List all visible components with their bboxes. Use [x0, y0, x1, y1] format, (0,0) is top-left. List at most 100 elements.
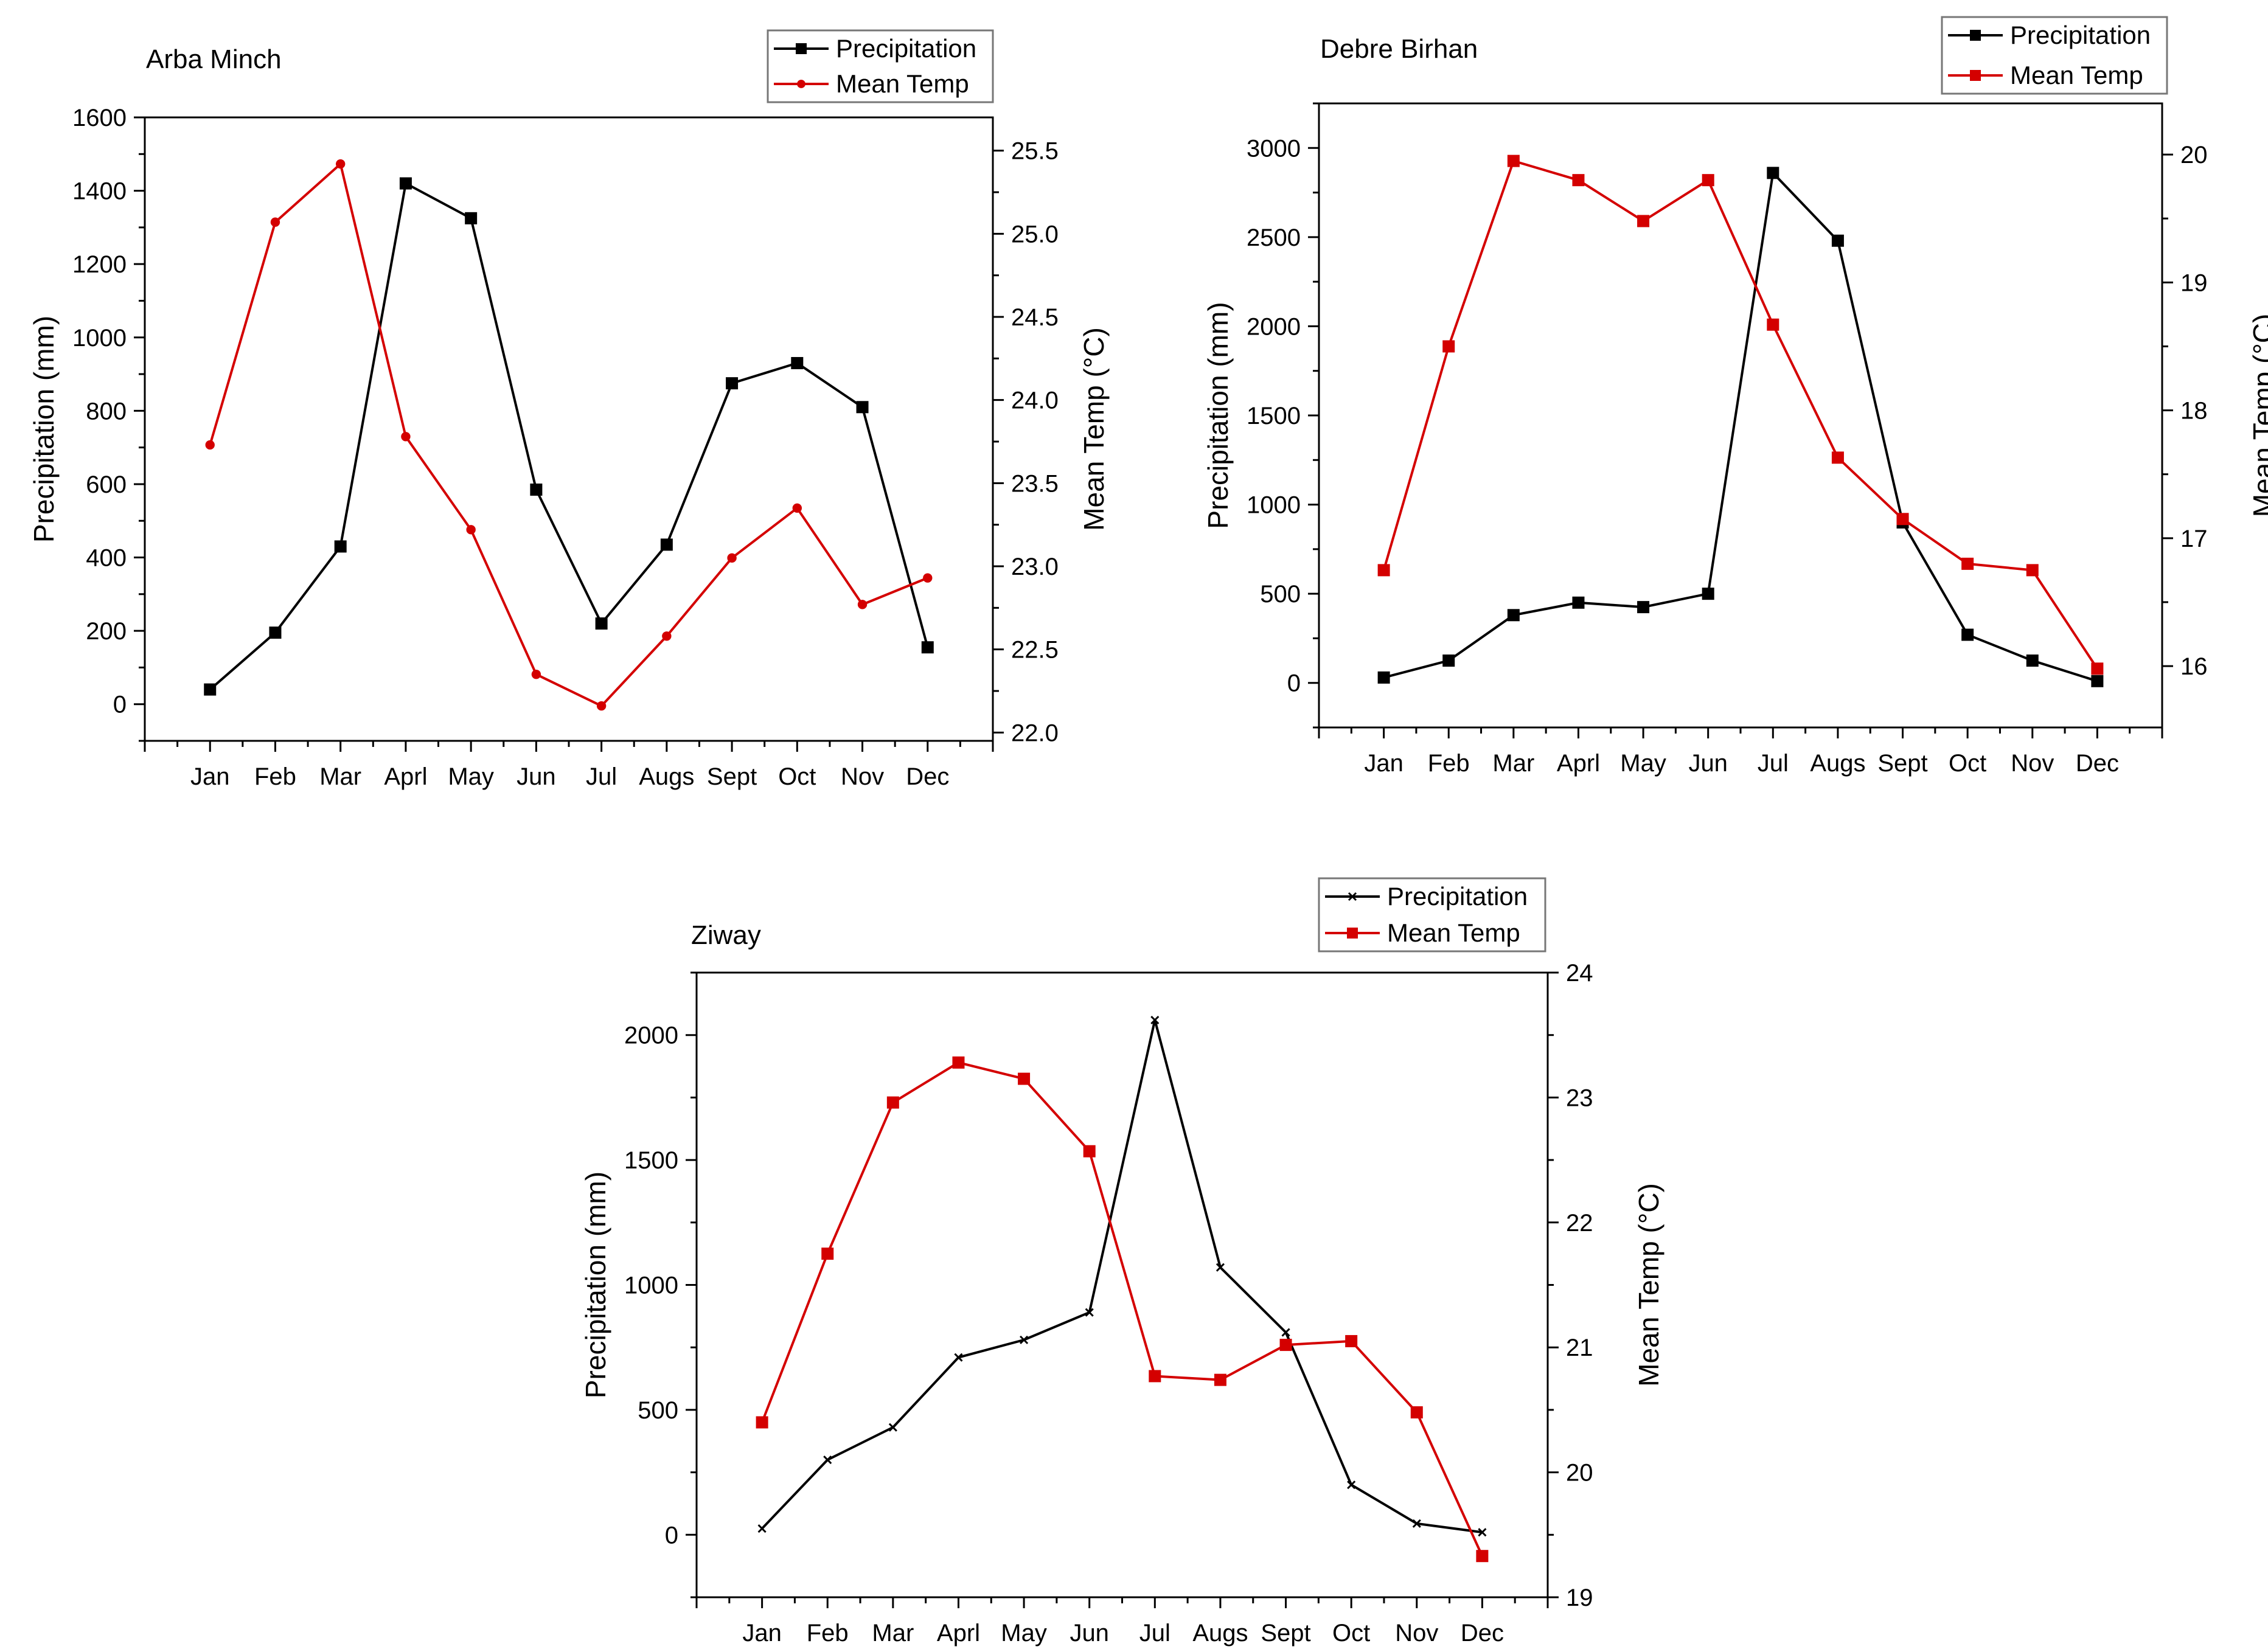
- data-point: [1410, 1406, 1423, 1419]
- data-point: [2026, 654, 2039, 667]
- data-point: [1507, 154, 1520, 167]
- y-tick-label-right: 19: [2180, 269, 2208, 296]
- data-point: [1216, 1263, 1225, 1272]
- data-point: [205, 440, 215, 450]
- x-tick-label: Dec: [2076, 750, 2119, 777]
- y-tick-label-left: 2500: [1247, 224, 1301, 251]
- x-tick-label: Aprl: [937, 1620, 980, 1647]
- data-point: [1507, 609, 1520, 622]
- data-point: [1214, 1373, 1226, 1386]
- data-point: [954, 1353, 963, 1362]
- chart-panel-1: Arba Minch Jan Feb Mar Aprl May Jun Jul Augs Sept…: [28, 29, 1110, 790]
- legend-box: [1318, 877, 1546, 953]
- legend: Precipitation Mean Temp: [1318, 877, 1546, 953]
- data-point: [466, 525, 476, 535]
- data-point: [1442, 340, 1455, 353]
- legend-label: Precipitation: [2010, 21, 2151, 49]
- chart-title: Debre Birhan: [1320, 34, 1478, 64]
- x-tick-label: Oct: [778, 763, 816, 790]
- data-point: [1831, 451, 1844, 464]
- legend-label: Mean Temp: [2010, 61, 2143, 89]
- y-tick-label-left: 500: [1260, 581, 1301, 608]
- data-point: [2091, 675, 2104, 687]
- data-point: [1767, 167, 1779, 179]
- data-point: [856, 401, 869, 414]
- data-point: [727, 553, 737, 563]
- data-point: [269, 626, 282, 639]
- data-point: [530, 483, 543, 496]
- y-tick-label-right: 18: [2180, 398, 2208, 425]
- data-point: [1279, 1339, 1292, 1352]
- data-point: [1345, 1334, 1358, 1347]
- legend-label: Precipitation: [1387, 882, 1528, 911]
- x-tick-label: Jul: [586, 763, 617, 790]
- y-tick-label-right: 20: [2180, 142, 2208, 168]
- data-point: [1702, 588, 1714, 600]
- series-line: [1383, 170, 2098, 682]
- data-point: [1896, 513, 1909, 526]
- x-tick-label: Jun: [1688, 750, 1728, 777]
- y-tick-label-right: 24.5: [1011, 304, 1059, 331]
- data-point: [531, 669, 541, 679]
- data-point: [756, 1416, 768, 1429]
- plot-frame: [695, 971, 1549, 1598]
- x-tick-label: Nov: [2011, 750, 2054, 777]
- data-point: [2091, 662, 2104, 675]
- chart-title: Ziway: [691, 920, 761, 950]
- series-line: [761, 1019, 1483, 1534]
- y-tick-label-right: 19: [1566, 1584, 1593, 1611]
- x-tick-label: May: [448, 763, 494, 790]
- x-tick-label: Sept: [1877, 750, 1927, 777]
- y-tick-label-right: 25.0: [1011, 221, 1059, 248]
- y-tick-label-left: 1500: [624, 1147, 678, 1174]
- y-tick-label-left: 200: [86, 618, 127, 645]
- data-point: [1961, 557, 1974, 570]
- data-point: [1377, 564, 1390, 577]
- data-point: [821, 1248, 834, 1260]
- legend-label: Precipitation: [836, 34, 976, 63]
- y-tick-label-right: 24.0: [1011, 387, 1059, 414]
- data-point: [1637, 601, 1650, 614]
- x-tick-label: Oct: [1332, 1620, 1370, 1647]
- y-tick-label-left: 2000: [624, 1022, 678, 1049]
- legend-label: Mean Temp: [836, 69, 969, 98]
- data-point: [1572, 596, 1585, 609]
- data-point: [204, 683, 217, 696]
- x-tick-label: Jun: [1070, 1620, 1109, 1647]
- data-point: [1412, 1519, 1421, 1528]
- data-point: [921, 641, 934, 654]
- data-point: [399, 177, 412, 190]
- x-tick-label: Jan: [742, 1620, 782, 1647]
- x-tick-label: Nov: [1395, 1620, 1438, 1647]
- data-point: [952, 1056, 965, 1069]
- data-point: [1478, 1528, 1487, 1537]
- y-tick-label-left: 1400: [72, 178, 127, 205]
- y-tick-label-right: 22: [1566, 1210, 1593, 1237]
- data-point: [334, 540, 347, 553]
- x-tick-label: Jul: [1139, 1620, 1171, 1647]
- x-tick-label: Dec: [906, 763, 949, 790]
- x-tick-label: Sept: [707, 763, 757, 790]
- data-point: [1476, 1550, 1489, 1563]
- data-point: [886, 1096, 899, 1109]
- legend-box: [767, 29, 994, 103]
- data-point: [1149, 1370, 1161, 1383]
- data-point: [270, 217, 280, 227]
- legend-label: Mean Temp: [1387, 918, 1520, 947]
- y-tick-label-left: 1000: [624, 1272, 678, 1299]
- x-tick-label: Feb: [1428, 750, 1470, 777]
- data-point: [888, 1423, 897, 1432]
- y-tick-label-right: 22.0: [1011, 720, 1059, 746]
- x-tick-label: Aprl: [1557, 750, 1600, 777]
- data-point: [1018, 1072, 1031, 1085]
- series-precipitation: [1377, 167, 2104, 687]
- data-point: [1442, 654, 1455, 667]
- y-tick-label-right: 23: [1566, 1085, 1593, 1111]
- data-point: [1767, 318, 1779, 331]
- x-tick-label: Jun: [517, 763, 556, 790]
- data-point: [1150, 1015, 1160, 1025]
- y-tick-label-right: 21: [1566, 1334, 1593, 1361]
- legend-swatch-marker: [1348, 892, 1357, 901]
- data-point: [792, 503, 802, 513]
- y-tick-label-right: 22.5: [1011, 637, 1059, 664]
